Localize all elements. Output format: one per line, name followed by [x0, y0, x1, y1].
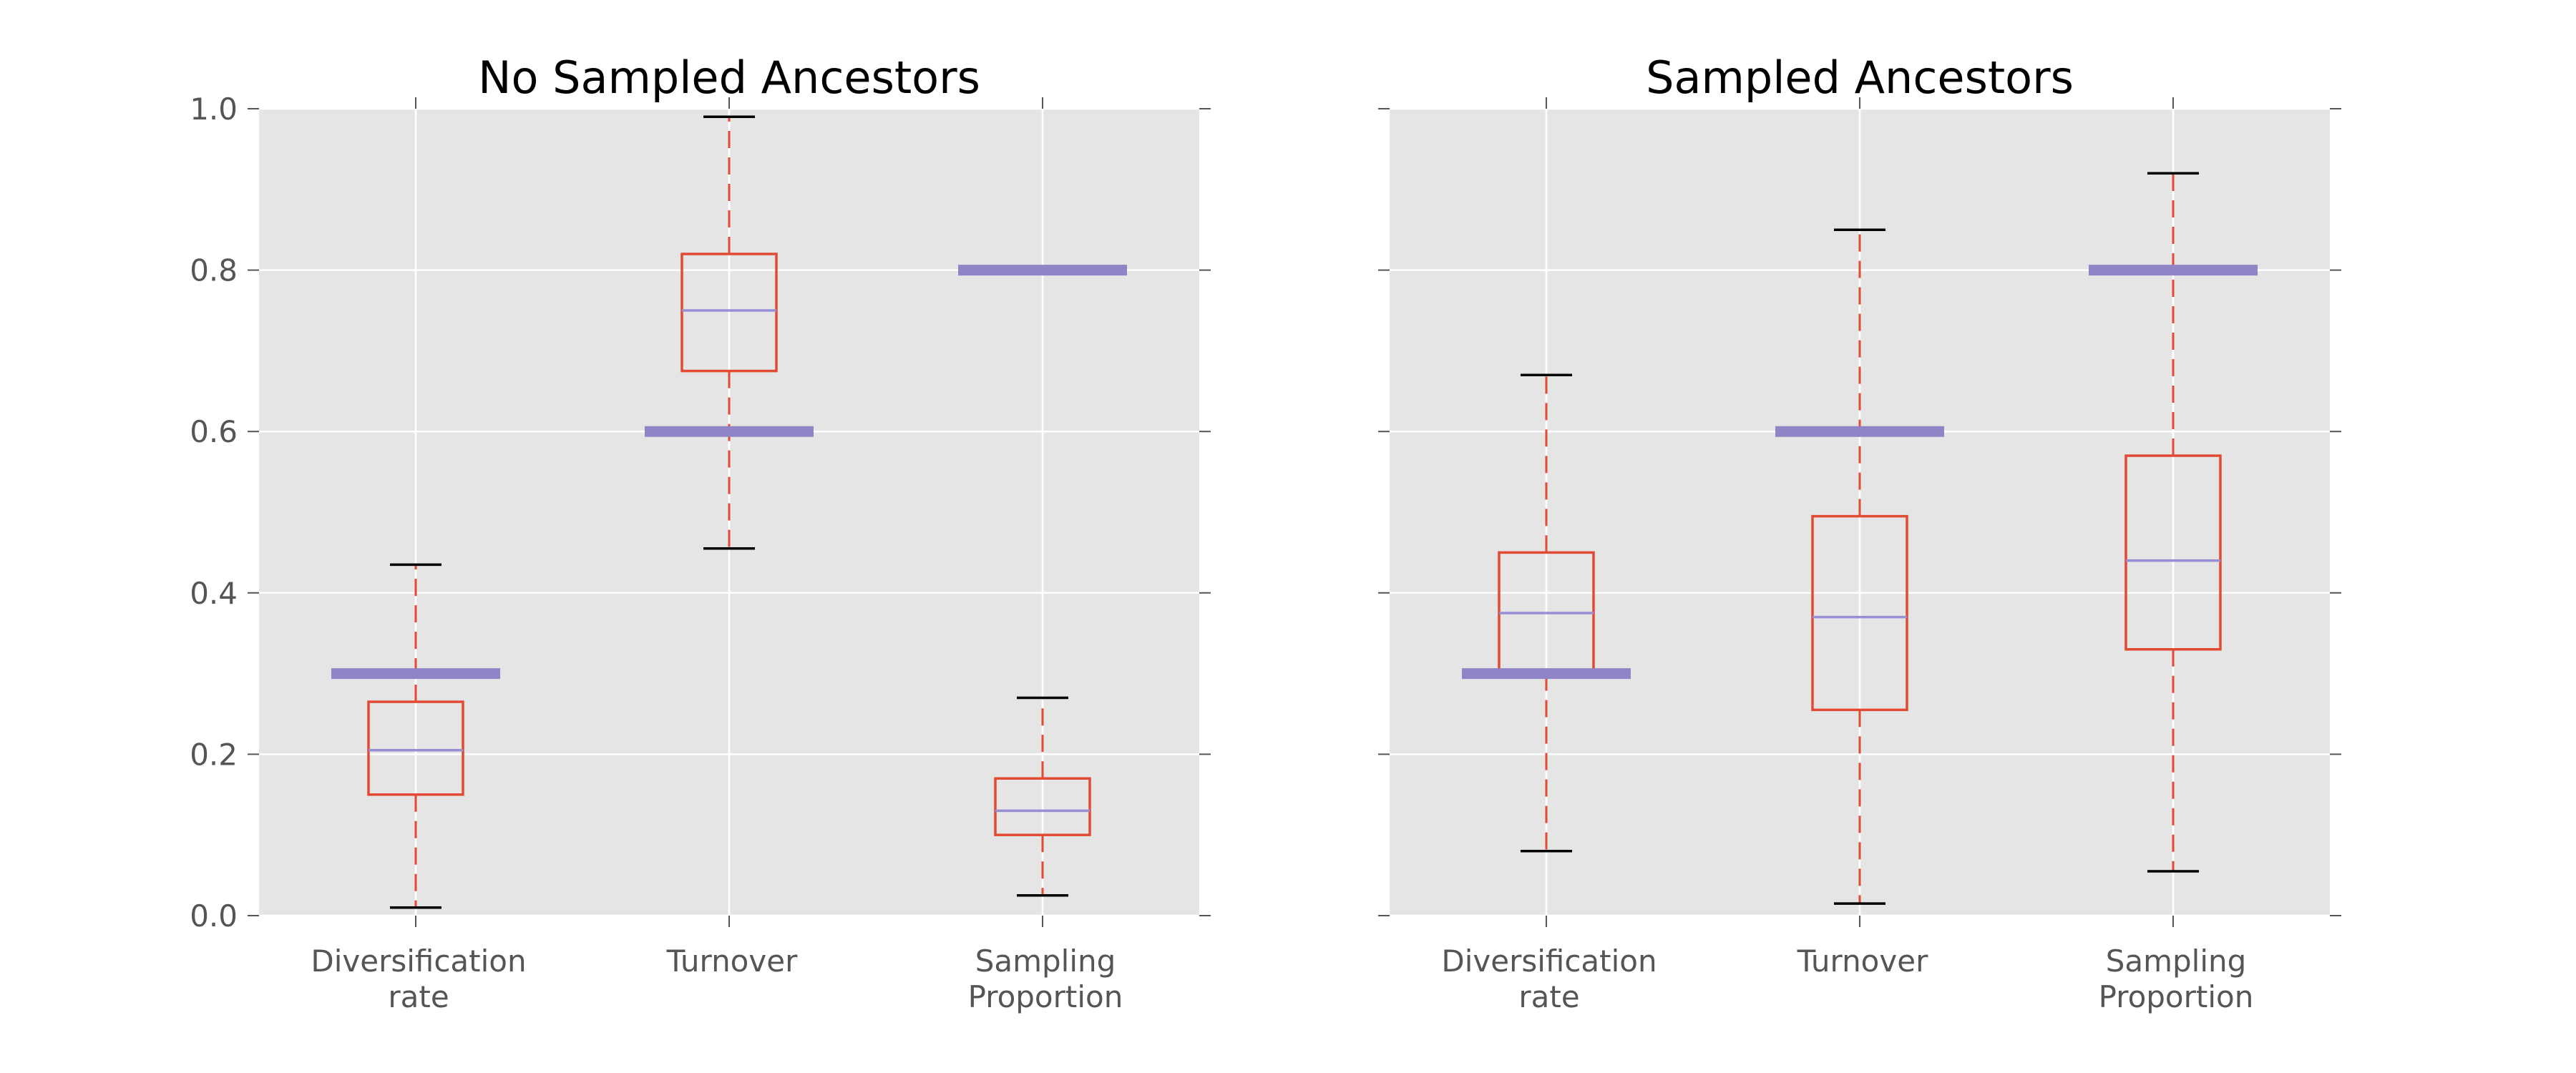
category-label: Sampling Proportion — [968, 944, 1123, 1014]
category-label: Sampling Proportion — [2099, 944, 2254, 1014]
category-label-line: rate — [388, 979, 449, 1014]
category-label-line: Diversification — [311, 944, 526, 979]
category-label-line: rate — [1518, 979, 1579, 1014]
y-tick-label: 0.6 — [190, 414, 238, 449]
category-label-line: Proportion — [968, 979, 1123, 1014]
category-label-line: Turnover — [666, 944, 798, 979]
panel-no-sampled-ancestors: 0.0 0.2 0.4 0.6 0.8 1.0 No Sampled Ancestors Di… — [190, 52, 1211, 1014]
box — [2124, 454, 2222, 651]
box — [367, 700, 464, 796]
box — [680, 253, 778, 373]
chart-title: Sampled Ancestors — [1646, 52, 2074, 104]
y-tick-label: 0.8 — [190, 253, 238, 288]
box — [994, 777, 1091, 836]
category-label: Turnover — [1797, 944, 1928, 979]
category-label: Diversification rate — [311, 944, 526, 1014]
category-label: Turnover — [666, 944, 798, 979]
category-label-line: Turnover — [1797, 944, 1928, 979]
y-tick-label: 1.0 — [190, 92, 238, 127]
y-tick-label: 0.2 — [190, 737, 238, 772]
category-label-line: Proportion — [2099, 979, 2254, 1014]
y-tick-label: 0.0 — [190, 898, 238, 934]
box — [1811, 514, 1908, 712]
category-label: Diversification rate — [1441, 944, 1657, 1014]
category-label-line: Diversification — [1441, 944, 1657, 979]
y-tick-label: 0.4 — [190, 576, 238, 611]
chart-title: No Sampled Ancestors — [478, 52, 980, 104]
panel-sampled-ancestors: Sampled Ancestors Diversification rate Turn… — [1378, 52, 2341, 1014]
category-label-line: Sampling — [2106, 944, 2247, 979]
category-label-line: Sampling — [975, 944, 1116, 979]
